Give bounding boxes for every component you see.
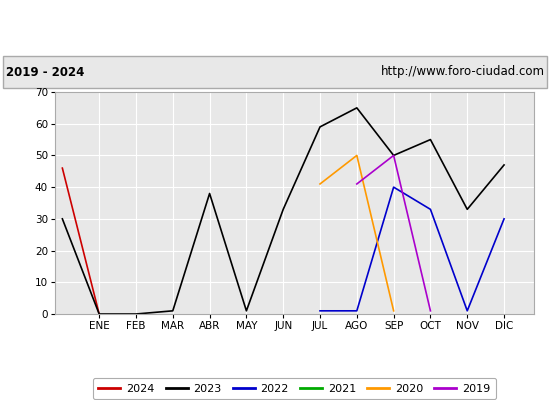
Legend: 2024, 2023, 2022, 2021, 2020, 2019: 2024, 2023, 2022, 2021, 2020, 2019: [93, 378, 496, 400]
Text: 2019 - 2024: 2019 - 2024: [6, 66, 84, 78]
Text: Evolucion Nº Turistas Extranjeros en el municipio de Campelles: Evolucion Nº Turistas Extranjeros en el …: [14, 20, 536, 34]
FancyBboxPatch shape: [3, 56, 547, 88]
Text: http://www.foro-ciudad.com: http://www.foro-ciudad.com: [381, 66, 544, 78]
